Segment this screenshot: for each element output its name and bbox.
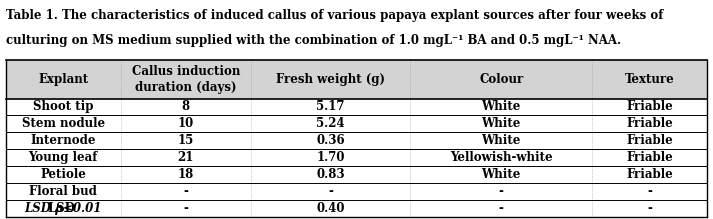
Text: culturing on MS medium supplied with the combination of 1.0 mgL⁻¹ BA and 0.5 mgL: culturing on MS medium supplied with the…	[6, 34, 621, 47]
Text: Friable: Friable	[627, 168, 673, 181]
Text: 5.17: 5.17	[317, 101, 345, 113]
Text: 21: 21	[178, 151, 194, 164]
Text: Internode: Internode	[31, 134, 96, 147]
Text: Friable: Friable	[627, 134, 673, 147]
Text: LSD ρ≤0.01: LSD ρ≤0.01	[24, 202, 102, 215]
Bar	[6, 60, 707, 99]
Text: White: White	[481, 117, 521, 130]
Text: LSD: LSD	[48, 202, 79, 215]
Text: 5.24: 5.24	[316, 117, 345, 130]
Text: -: -	[499, 202, 503, 215]
Text: Explant: Explant	[39, 73, 88, 86]
Text: Table 1. The characteristics of induced callus of various papaya explant sources: Table 1. The characteristics of induced …	[6, 9, 663, 22]
Text: -: -	[183, 185, 188, 198]
Text: Floral bud: Floral bud	[29, 185, 97, 198]
Text: 10: 10	[178, 117, 194, 130]
Text: Friable: Friable	[627, 151, 673, 164]
Text: Shoot tip: Shoot tip	[33, 101, 93, 113]
Text: 0.40: 0.40	[317, 202, 345, 215]
Text: -: -	[499, 185, 503, 198]
Text: Friable: Friable	[627, 117, 673, 130]
Text: -: -	[328, 185, 333, 198]
Text: White: White	[481, 134, 521, 147]
Text: Yellowish-white: Yellowish-white	[450, 151, 553, 164]
Text: 18: 18	[178, 168, 194, 181]
Text: Fresh weight (g): Fresh weight (g)	[276, 73, 385, 86]
Text: -: -	[183, 202, 188, 215]
Text: -: -	[647, 185, 652, 198]
Text: White: White	[481, 168, 521, 181]
Text: Colour: Colour	[479, 73, 523, 86]
Text: -: -	[647, 202, 652, 215]
Text: Petiole: Petiole	[41, 168, 86, 181]
Text: Friable: Friable	[627, 101, 673, 113]
Text: 0.83: 0.83	[316, 168, 345, 181]
Text: 15: 15	[178, 134, 194, 147]
Text: Stem nodule: Stem nodule	[21, 117, 105, 130]
Text: 1.70: 1.70	[317, 151, 345, 164]
Text: 8: 8	[182, 101, 190, 113]
Text: Callus induction
duration (days): Callus induction duration (days)	[132, 65, 240, 94]
Text: White: White	[481, 101, 521, 113]
Text: Young leaf: Young leaf	[29, 151, 98, 164]
Text: 0.36: 0.36	[316, 134, 345, 147]
Text: Texture: Texture	[625, 73, 674, 86]
